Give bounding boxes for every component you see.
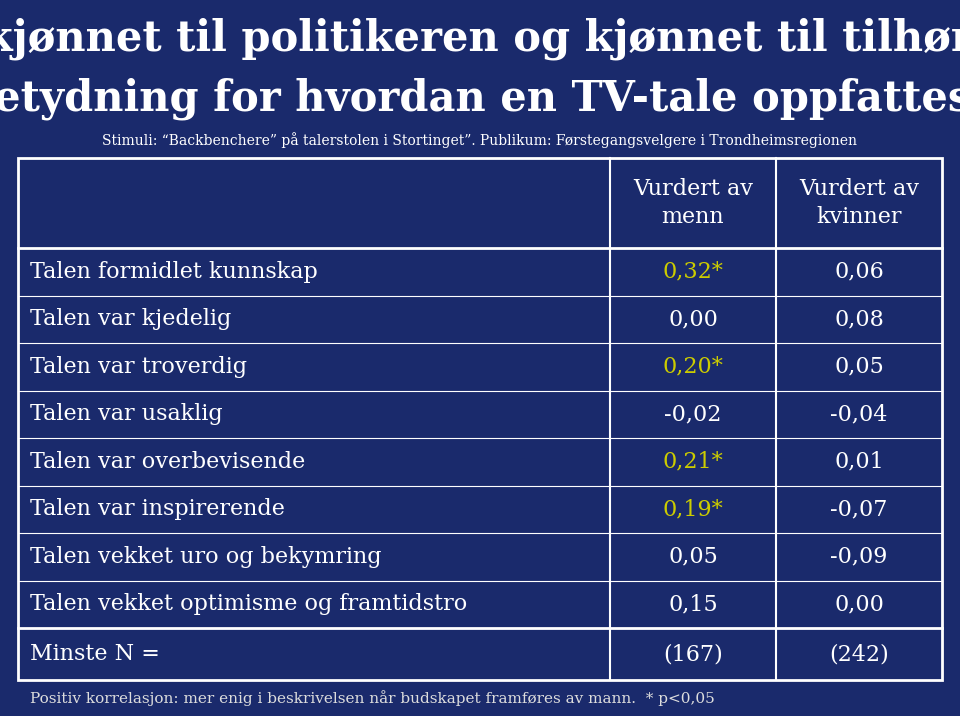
- Text: betydning for hvordan en TV-tale oppfattes?: betydning for hvordan en TV-tale oppfatt…: [0, 78, 960, 120]
- Text: 0,05: 0,05: [834, 356, 884, 378]
- Text: Talen var usaklig: Talen var usaklig: [30, 403, 223, 425]
- Text: 0,08: 0,08: [834, 309, 884, 330]
- Text: 0,32*: 0,32*: [662, 261, 724, 283]
- Text: 0,15: 0,15: [668, 594, 718, 615]
- Text: Talen vekket uro og bekymring: Talen vekket uro og bekymring: [30, 546, 381, 568]
- Text: -0,07: -0,07: [830, 498, 888, 521]
- Bar: [18, 158, 942, 680]
- Text: Talen var overbevisende: Talen var overbevisende: [30, 451, 305, 473]
- Text: 0,00: 0,00: [834, 594, 884, 615]
- Text: Talen vekket optimisme og framtidstro: Talen vekket optimisme og framtidstro: [30, 594, 468, 615]
- Text: -0,09: -0,09: [830, 546, 888, 568]
- Text: 0,06: 0,06: [834, 261, 884, 283]
- Text: 0,19*: 0,19*: [662, 498, 724, 521]
- Text: (167): (167): [663, 643, 723, 665]
- Text: Minste N =: Minste N =: [30, 643, 160, 665]
- Text: Talen var inspirerende: Talen var inspirerende: [30, 498, 285, 521]
- Text: Vurdert av
menn: Vurdert av menn: [633, 178, 753, 228]
- Text: -0,04: -0,04: [830, 403, 888, 425]
- Text: Stimuli: “Backbenchere” på talerstolen i Stortinget”. Publikum: Førstegangsvelge: Stimuli: “Backbenchere” på talerstolen i…: [103, 132, 857, 148]
- Text: Talen var kjedelig: Talen var kjedelig: [30, 309, 231, 330]
- Text: Positiv korrelasjon: mer enig i beskrivelsen når budskapet framføres av mann.  *: Positiv korrelasjon: mer enig i beskrive…: [30, 690, 715, 706]
- Text: Talen formidlet kunnskap: Talen formidlet kunnskap: [30, 261, 318, 283]
- Text: 0,01: 0,01: [834, 451, 884, 473]
- Text: 0,21*: 0,21*: [662, 451, 724, 473]
- Text: -0,02: -0,02: [664, 403, 722, 425]
- Text: Har kjønnet til politikeren og kjønnet til tilhøreren: Har kjønnet til politikeren og kjønnet t…: [0, 18, 960, 60]
- Text: 0,05: 0,05: [668, 546, 718, 568]
- Text: Vurdert av
kvinner: Vurdert av kvinner: [799, 178, 919, 228]
- Text: (242): (242): [829, 643, 889, 665]
- Text: Talen var troverdig: Talen var troverdig: [30, 356, 247, 378]
- Text: 0,00: 0,00: [668, 309, 718, 330]
- Text: 0,20*: 0,20*: [662, 356, 724, 378]
